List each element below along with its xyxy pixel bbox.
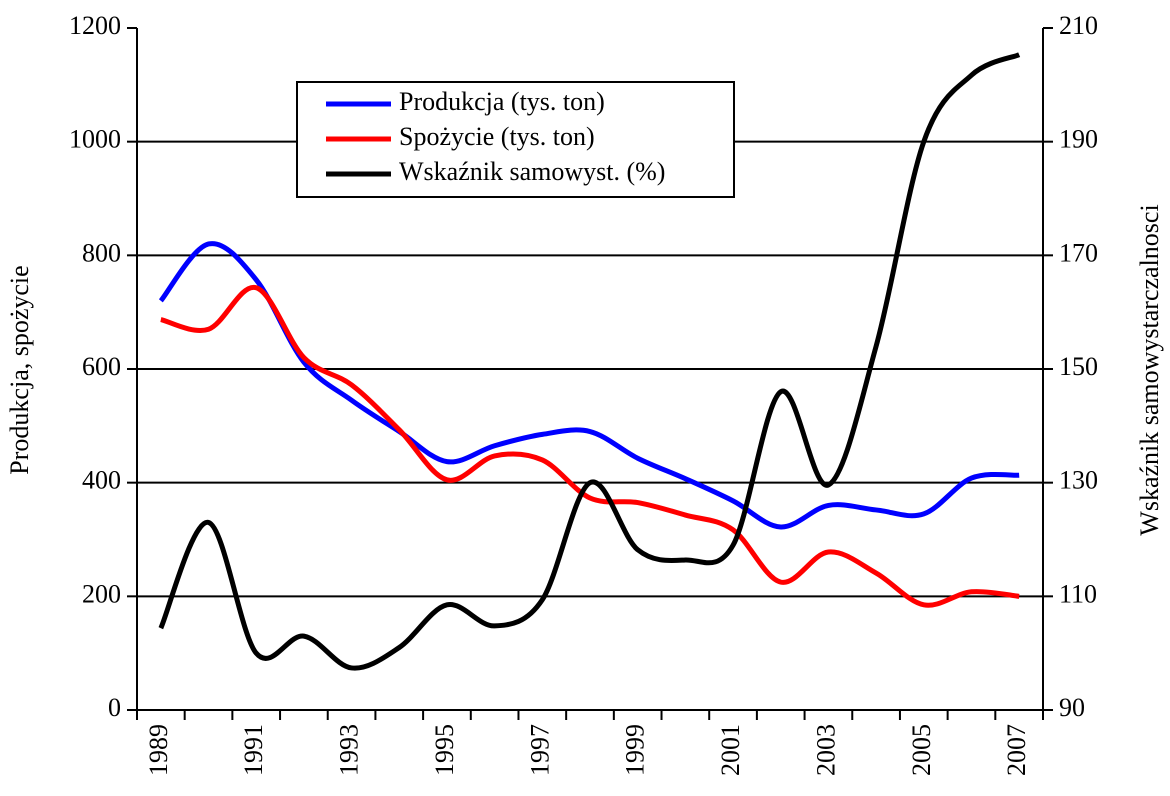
x-tick-label: 2005 xyxy=(907,724,936,776)
y-tick-label: 1000 xyxy=(69,125,121,154)
y-tick-label: 600 xyxy=(82,352,121,381)
y2-tick-label: 90 xyxy=(1059,693,1085,722)
x-tick-label: 1995 xyxy=(430,724,459,776)
y2-tick-label: 150 xyxy=(1059,352,1098,381)
y-axis-title: Produkcja, spożycie xyxy=(5,265,34,474)
x-tick-label: 1993 xyxy=(335,724,364,776)
legend-label: Wskaźnik samowyst. (%) xyxy=(399,157,665,186)
legend-label: Spożycie (tys. ton) xyxy=(399,122,595,151)
y2-tick-label: 190 xyxy=(1059,125,1098,154)
y-tick-label: 0 xyxy=(108,693,121,722)
series-line xyxy=(160,285,1020,608)
y2-tick-label: 130 xyxy=(1059,466,1098,495)
y2-axis-title: Wskaźnik samowystarczalnosci xyxy=(1135,204,1164,535)
y2-tick-label: 110 xyxy=(1059,579,1097,608)
y2-tick-label: 170 xyxy=(1059,238,1098,267)
x-tick-label: 1999 xyxy=(621,724,650,776)
y-tick-label: 1200 xyxy=(69,11,121,40)
x-tick-label: 1997 xyxy=(525,724,554,776)
series-line xyxy=(158,52,1021,671)
y2-tick-label: 210 xyxy=(1059,11,1098,40)
x-tick-label: 1991 xyxy=(239,724,268,776)
x-tick-label: 1989 xyxy=(144,724,173,776)
x-tick-label: 2007 xyxy=(1002,724,1031,776)
y-tick-label: 400 xyxy=(82,466,121,495)
y-tick-label: 200 xyxy=(82,579,121,608)
legend-label: Produkcja (tys. ton) xyxy=(399,87,605,116)
x-tick-label: 2003 xyxy=(811,724,840,776)
x-tick-label: 2001 xyxy=(716,724,745,776)
y-tick-label: 800 xyxy=(82,238,121,267)
